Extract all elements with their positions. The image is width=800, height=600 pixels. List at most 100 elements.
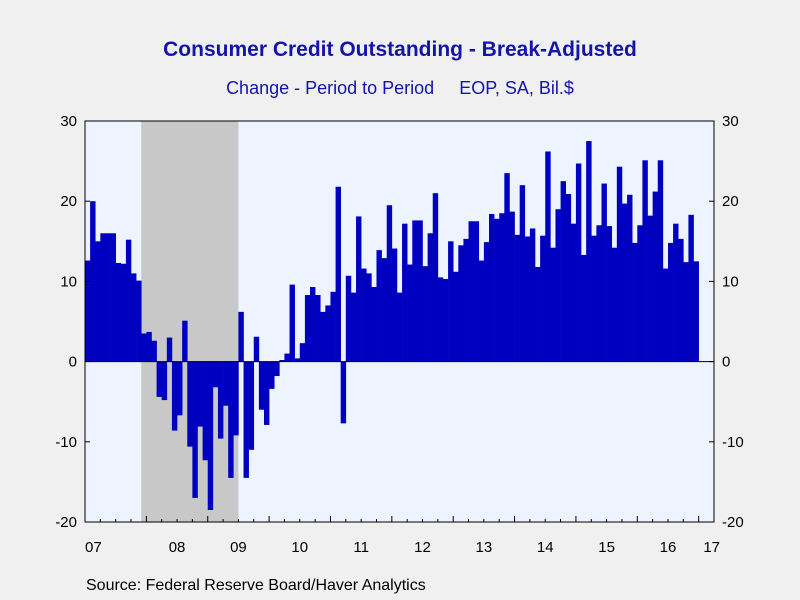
bar bbox=[478, 260, 485, 362]
bar bbox=[151, 340, 157, 362]
bar bbox=[146, 331, 152, 362]
x-tick-label: 09 bbox=[230, 539, 247, 556]
bar bbox=[340, 361, 347, 424]
bar bbox=[509, 211, 515, 362]
bar bbox=[667, 242, 674, 362]
bar bbox=[386, 205, 393, 362]
bar bbox=[330, 291, 336, 362]
bar bbox=[289, 284, 295, 362]
bar bbox=[427, 233, 434, 362]
bar bbox=[274, 361, 280, 377]
bar bbox=[345, 275, 352, 362]
bar bbox=[100, 233, 106, 362]
bar bbox=[407, 264, 413, 362]
bar bbox=[570, 223, 577, 362]
x-tick-label: 17 bbox=[703, 539, 720, 556]
x-tick-label: 12 bbox=[414, 539, 431, 556]
bar bbox=[356, 216, 362, 362]
y-tick-label-right: -20 bbox=[722, 514, 744, 531]
bar bbox=[110, 233, 116, 362]
bar bbox=[141, 333, 147, 362]
bar bbox=[166, 337, 173, 362]
bar bbox=[95, 241, 101, 362]
bar bbox=[642, 160, 648, 362]
bar bbox=[90, 201, 96, 362]
y-tick-label-right: 30 bbox=[722, 113, 739, 130]
bar bbox=[171, 361, 178, 431]
x-tick-label: 14 bbox=[537, 539, 554, 556]
bar bbox=[519, 185, 526, 362]
bar bbox=[207, 361, 214, 510]
bar bbox=[310, 287, 316, 362]
source-note: Source: Federal Reserve Board/Haver Anal… bbox=[86, 577, 426, 594]
bar bbox=[120, 263, 127, 362]
bar bbox=[279, 359, 285, 362]
bar bbox=[483, 242, 490, 362]
bar bbox=[535, 266, 541, 362]
x-tick-label: 08 bbox=[169, 539, 186, 556]
bar bbox=[437, 277, 444, 362]
y-tick-label-left: -10 bbox=[55, 434, 77, 451]
bars-layer bbox=[85, 141, 699, 510]
bar bbox=[540, 235, 546, 362]
bar bbox=[463, 238, 469, 362]
bar bbox=[366, 273, 372, 362]
bar bbox=[688, 214, 694, 362]
bar bbox=[606, 226, 613, 362]
bar bbox=[258, 361, 265, 410]
y-tick-label-right: 10 bbox=[722, 273, 739, 290]
bar bbox=[197, 361, 203, 427]
bar bbox=[212, 361, 219, 388]
bar bbox=[325, 305, 331, 362]
bar bbox=[131, 273, 137, 362]
y-tick-label-right: 20 bbox=[722, 193, 739, 210]
bar bbox=[637, 225, 643, 362]
y-tick-label-left: -20 bbox=[55, 514, 77, 531]
bar bbox=[391, 248, 398, 362]
y-tick-label-right: 0 bbox=[722, 354, 730, 371]
y-tick-label-left: 0 bbox=[69, 354, 77, 371]
bar bbox=[596, 225, 602, 362]
bar bbox=[412, 220, 418, 362]
bar bbox=[632, 242, 638, 362]
bar bbox=[182, 320, 188, 362]
bar bbox=[284, 353, 290, 362]
y-tick-label-left: 20 bbox=[60, 193, 77, 210]
bar bbox=[115, 262, 122, 362]
bar bbox=[105, 233, 111, 362]
bar bbox=[223, 361, 229, 406]
y-tick-label-right: -10 bbox=[722, 434, 744, 451]
x-tick-label: 15 bbox=[598, 539, 615, 556]
bar bbox=[488, 214, 495, 362]
bar bbox=[315, 295, 321, 362]
recession-shade bbox=[141, 121, 239, 522]
ticks-layer: 30 30 20 20 10 10 0 0 -10 -10 -20 -20 07 08 09 10 11 12 13… bbox=[55, 113, 743, 556]
bar bbox=[657, 160, 664, 362]
bar bbox=[601, 183, 607, 362]
bar bbox=[125, 239, 132, 362]
x-tick-label: 16 bbox=[660, 539, 677, 556]
bar bbox=[693, 261, 699, 362]
bar bbox=[494, 218, 500, 362]
bar bbox=[320, 311, 326, 362]
chart-title: Consumer Credit Outstanding - Break-Adju… bbox=[163, 38, 637, 61]
bar bbox=[581, 254, 587, 362]
bar bbox=[217, 361, 224, 439]
bar bbox=[335, 186, 341, 362]
bar bbox=[575, 163, 582, 362]
y-tick-label-left: 10 bbox=[60, 273, 77, 290]
bar bbox=[560, 181, 566, 362]
bar bbox=[228, 361, 234, 478]
x-tick-label: 10 bbox=[291, 539, 308, 556]
bar bbox=[187, 361, 193, 447]
bar bbox=[616, 166, 623, 362]
recession-shading-layer bbox=[141, 121, 239, 522]
bar bbox=[586, 141, 592, 362]
x-tick-label: 13 bbox=[476, 539, 493, 556]
bar bbox=[442, 278, 449, 362]
bar bbox=[192, 361, 198, 498]
bar bbox=[238, 311, 244, 362]
bar bbox=[396, 292, 403, 362]
bar bbox=[417, 220, 423, 362]
bar bbox=[468, 221, 474, 362]
